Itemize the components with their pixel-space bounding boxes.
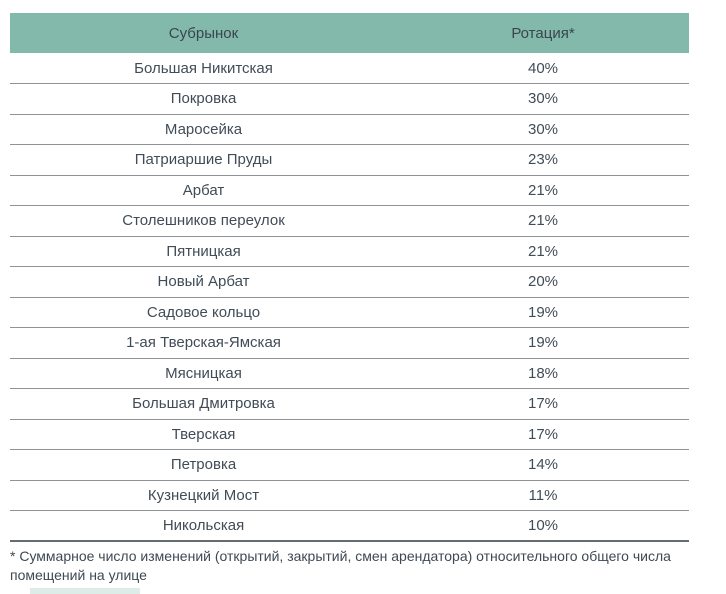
submarket-cell: Садовое кольцо <box>10 297 398 328</box>
table-row: Столешников переулок 21% <box>10 205 689 237</box>
header-row: Субрынок Ротация* <box>10 13 689 53</box>
submarket-cell: 1-ая Тверская-Ямская <box>10 327 398 359</box>
rotation-cell: 21% <box>397 236 689 267</box>
table-row: Арбат 21% <box>10 175 689 206</box>
rotation-cell: 18% <box>397 358 689 389</box>
submarket-cell: Пятницкая <box>10 236 398 267</box>
rotation-cell: 40% <box>397 53 689 84</box>
header-cell-submarket: Субрынок <box>10 13 398 53</box>
submarket-cell: Арбат <box>10 175 398 206</box>
rotation-cell: 21% <box>397 205 689 237</box>
submarket-cell: Мясницкая <box>10 358 398 389</box>
table-row: Петровка 14% <box>10 449 689 481</box>
rotation-cell: 19% <box>397 297 689 328</box>
header-cell-rotation: Ротация* <box>397 13 689 53</box>
footnote-line-2: помещений на улице <box>10 566 147 583</box>
table-row: Маросейка 30% <box>10 114 689 145</box>
rotation-cell: 20% <box>397 266 689 298</box>
rotation-cell: 21% <box>397 175 689 206</box>
submarket-cell: Большая Никитская <box>10 53 398 84</box>
submarket-rotation-table: Субрынок Ротация* Большая Никитская 40% … <box>10 13 689 542</box>
table-row: Патриаршие Пруды 23% <box>10 144 689 176</box>
submarket-cell: Столешников переулок <box>10 205 398 237</box>
submarket-cell: Патриаршие Пруды <box>10 144 398 176</box>
table-row: Покровка 30% <box>10 83 689 115</box>
submarket-cell: Никольская <box>10 510 398 542</box>
rotation-cell: 14% <box>397 449 689 481</box>
table-row: Тверская 17% <box>10 419 689 450</box>
footnote-line-1: * Суммарное число изменений (открытий, з… <box>10 548 671 564</box>
table-row: Мясницкая 18% <box>10 358 689 389</box>
rotation-cell: 17% <box>397 388 689 420</box>
cutoff-next-element <box>30 588 140 594</box>
rotation-cell: 30% <box>397 83 689 115</box>
table-row: Большая Никитская 40% <box>10 53 689 84</box>
submarket-cell: Маросейка <box>10 114 398 145</box>
submarket-cell: Тверская <box>10 419 398 450</box>
table-body: Большая Никитская 40% Покровка 30% Марос… <box>10 53 689 542</box>
table-row: Никольская 10% <box>10 510 689 542</box>
table-row: Большая Дмитровка 17% <box>10 388 689 420</box>
rotation-cell: 23% <box>397 144 689 176</box>
rotation-cell: 17% <box>397 419 689 450</box>
submarket-cell: Большая Дмитровка <box>10 388 398 420</box>
rotation-cell: 30% <box>397 114 689 145</box>
table-row: Пятницкая 21% <box>10 236 689 267</box>
submarket-cell: Новый Арбат <box>10 266 398 298</box>
submarket-cell: Кузнецкий Мост <box>10 480 398 511</box>
rotation-cell: 11% <box>397 480 689 511</box>
table-row: Кузнецкий Мост 11% <box>10 480 689 511</box>
submarket-cell: Петровка <box>10 449 398 481</box>
rotation-cell: 19% <box>397 327 689 359</box>
submarket-cell: Покровка <box>10 83 398 115</box>
table-row: Садовое кольцо 19% <box>10 297 689 328</box>
table-row: Новый Арбат 20% <box>10 266 689 298</box>
table-row: 1-ая Тверская-Ямская 19% <box>10 327 689 359</box>
rotation-cell: 10% <box>397 510 689 542</box>
table-footnote: * Суммарное число изменений (открытий, з… <box>10 547 682 584</box>
table-header: Субрынок Ротация* <box>10 13 689 53</box>
